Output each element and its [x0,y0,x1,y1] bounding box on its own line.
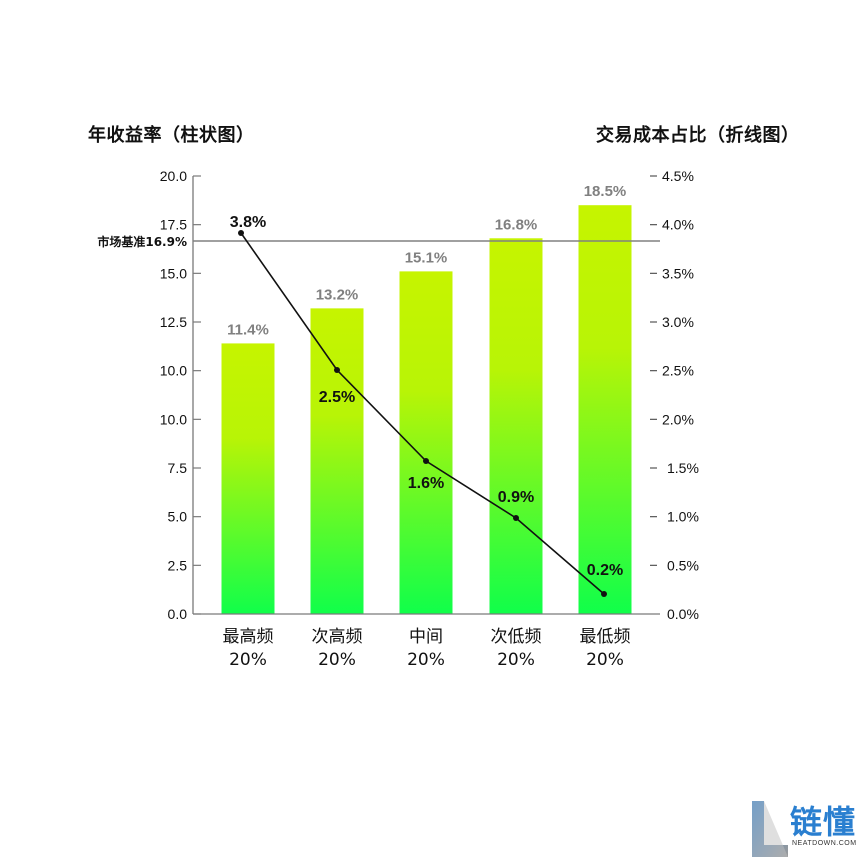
line-point[interactable] [513,515,519,521]
category-share: 20% [407,650,445,670]
left-tick-label: 15.0 [160,265,187,281]
right-axis: 4.5% 4.0% 3.5% 3.0% 2.5% 2.0% 1.5% 1.0% 0.5% 0.0% [650,168,699,622]
right-tick-label: 0.5% [667,557,699,573]
cost-line: 3.8% 2.5% 1.6% 0.9% 0.2% [230,214,623,597]
bar-value-label: 13.2% [316,286,359,303]
right-tick-label: 2.0% [662,411,694,427]
logo-text: 链懂 [790,803,857,841]
left-tick-label: 5.0 [168,509,188,525]
category-share: 20% [497,650,535,670]
right-tick-label: 2.5% [662,363,694,379]
line-value-label: 0.9% [498,489,534,506]
category-name: 最低频 [579,627,631,647]
logo: 链懂 NEATDOWN.COM [750,795,860,859]
logo-subtext: NEATDOWN.COM [792,840,857,847]
right-tick-label: 3.0% [662,314,694,330]
right-axis-title: 交易成本占比（折线图） [596,125,800,146]
left-tick-label: 0.0 [168,606,188,622]
left-tick-label: 17.5 [160,217,187,233]
line-point[interactable] [334,367,340,373]
category-name: 次高频 [311,627,363,647]
line-value-label: 3.8% [230,214,266,231]
category-label: 次高频 20% [297,626,377,672]
category-share: 20% [318,650,356,670]
category-label: 最高频 20% [208,626,288,672]
category-share: 20% [229,650,267,670]
left-tick-label: 7.5 [168,460,188,476]
left-tick-label: 12.5 [160,314,187,330]
left-axis-title: 年收益率（柱状图） [88,125,255,146]
bar[interactable] [489,238,543,614]
line-value-label: 1.6% [408,475,444,492]
bar-value-label: 18.5% [584,183,627,200]
right-tick-label: 4.0% [662,217,694,233]
bar[interactable] [221,343,275,614]
line-point[interactable] [423,458,429,464]
bar[interactable] [310,308,364,614]
bar[interactable] [578,205,632,614]
category-share: 20% [586,650,624,670]
benchmark-line: 市场基准16.9% [97,234,660,249]
bar-value-label: 16.8% [495,216,538,233]
line-point[interactable] [238,230,244,236]
left-tick-label: 10.0 [160,363,187,379]
right-tick-label: 1.5% [667,460,699,476]
bar-value-label: 11.4% [227,321,269,338]
bar-value-label: 15.1% [405,249,448,266]
benchmark-label: 市场基准16.9% [97,234,187,249]
category-name: 中间 [409,627,443,647]
category-label: 中间 20% [386,626,466,672]
left-tick-label: 10.0 [160,411,187,427]
right-tick-label: 1.0% [667,509,699,525]
category-label: 次低频 20% [476,626,556,672]
category-name: 最高频 [222,627,274,647]
category-name: 次低频 [490,627,542,647]
right-tick-label: 0.0% [667,606,699,622]
line-point[interactable] [601,591,607,597]
right-tick-label: 4.5% [662,168,694,184]
line-value-label: 0.2% [587,562,623,579]
line-value-label: 2.5% [319,389,355,406]
left-tick-label: 2.5 [168,557,188,573]
logo-l-icon [752,801,788,857]
left-tick-label: 20.0 [160,168,187,184]
left-axis: 20.0 17.5 15.0 12.5 10.0 10.0 7.5 5.0 2.5 0.0 [160,168,660,622]
bars: 11.4% 13.2% 15.1% 16.8% 18.5% [221,183,632,614]
right-tick-label: 3.5% [662,265,694,281]
category-label: 最低频 20% [565,626,645,672]
